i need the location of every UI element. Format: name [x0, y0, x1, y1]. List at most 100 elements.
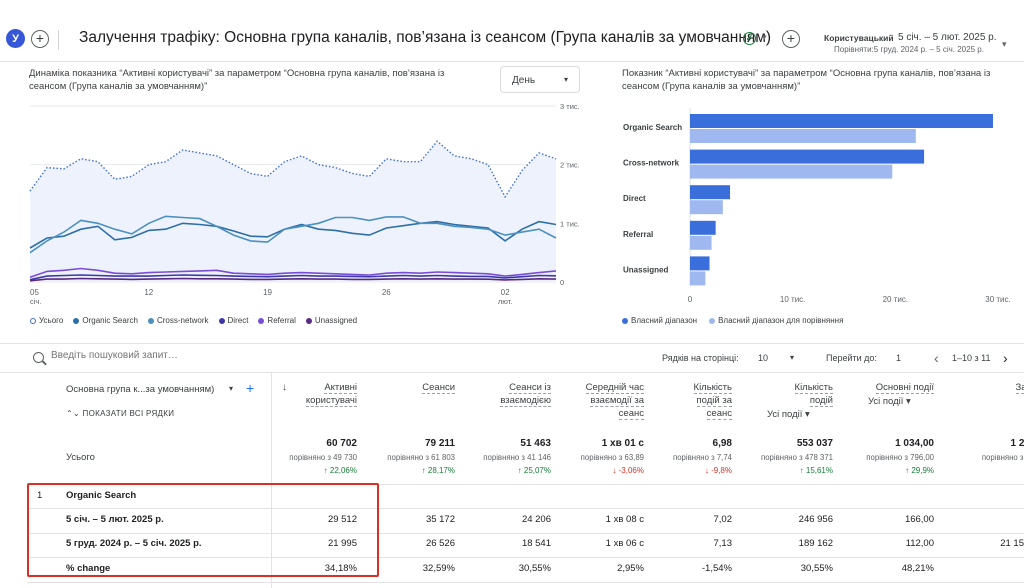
- bar-unassigned-current[interactable]: [690, 256, 710, 271]
- column-header[interactable]: Сеанси: [365, 381, 455, 394]
- total-compare: порівняно з 7,74: [672, 453, 732, 462]
- add-report-button[interactable]: +: [782, 30, 800, 48]
- bar-cross-network-current[interactable]: [690, 149, 925, 164]
- add-dimension-button[interactable]: +: [246, 380, 255, 396]
- event-filter-select[interactable]: Усі події ▾: [767, 409, 810, 420]
- y-tick-label: 2 тис.: [560, 161, 580, 170]
- column-header-label: подій: [809, 395, 833, 407]
- table-cell: 18 541: [521, 538, 551, 549]
- prev-page-button[interactable]: ‹: [934, 350, 939, 366]
- legend-item-referral[interactable]: Referral: [258, 316, 296, 325]
- column-header[interactable]: Кількість подій: [743, 381, 833, 407]
- legend-label: Усього: [39, 316, 64, 325]
- date-range-picker[interactable]: Користувацький 5 січ. – 5 лют. 2025 р. П…: [820, 29, 1020, 59]
- legend-dot-icon: [622, 317, 628, 324]
- column-header-label: взаємодією: [500, 395, 551, 407]
- page-range: 1–10 з 11: [952, 353, 991, 363]
- bar-referral-compare[interactable]: [690, 235, 712, 250]
- legend-label: Organic Search: [82, 316, 138, 325]
- column-header-label: Середній час: [585, 382, 644, 394]
- x-tick-label: 02: [501, 288, 510, 297]
- next-page-button[interactable]: ›: [1003, 350, 1008, 366]
- column-header-label: Кількість: [794, 382, 833, 394]
- avatar[interactable]: У: [6, 29, 25, 48]
- total-compare: порівняно з 2: [981, 453, 1024, 462]
- total-compare: порівняно з 61 803: [387, 453, 455, 462]
- total-value: 553 037: [796, 438, 833, 449]
- column-header[interactable]: Середній час взаємодії за сеанс: [554, 381, 644, 420]
- column-divider: [271, 373, 272, 588]
- column-header-label: сеанс: [618, 408, 644, 420]
- legend-label: Referral: [267, 316, 296, 325]
- interval-value: День: [512, 75, 536, 86]
- x-tick-sublabel: січ.: [30, 297, 41, 306]
- series-line-unassigned[interactable]: [29, 277, 557, 282]
- column-header[interactable]: Заг: [940, 381, 1024, 394]
- chevron-down-icon[interactable]: ▾: [762, 32, 767, 42]
- legend-item-cross-network[interactable]: Cross-network: [147, 316, 209, 325]
- legend-dot-icon: [258, 317, 265, 324]
- add-comparison-button[interactable]: +: [31, 30, 49, 48]
- column-header[interactable]: Кількість подій за сеанс: [642, 381, 732, 420]
- chevron-down-icon[interactable]: ▾: [1002, 39, 1007, 49]
- series-line-cross-network[interactable]: [29, 215, 557, 254]
- bar-direct-compare[interactable]: [690, 200, 723, 215]
- table-cell: 7,13: [713, 538, 733, 549]
- group-label[interactable]: Organic Search: [66, 490, 137, 501]
- check-circle-icon[interactable]: ✓: [743, 32, 756, 45]
- column-header[interactable]: Основні події: [844, 381, 934, 394]
- sort-desc-icon[interactable]: ↓: [282, 382, 287, 393]
- goto-input[interactable]: 1: [896, 353, 902, 363]
- total-compare: порівняно з 478 371: [760, 453, 833, 462]
- column-header-label: Заг: [1015, 382, 1024, 394]
- table-cell: 21 995: [327, 538, 357, 549]
- event-filter-select[interactable]: Усі події ▾: [868, 396, 911, 407]
- chevron-down-icon[interactable]: ▾: [229, 384, 234, 393]
- chevron-down-icon[interactable]: ▾: [790, 353, 795, 362]
- table-cell: 48,21%: [901, 563, 934, 574]
- series-line-organic-search[interactable]: [29, 220, 557, 249]
- column-header[interactable]: Активні користувачі: [267, 381, 357, 407]
- bar-cross-network-compare[interactable]: [690, 164, 893, 179]
- legend-item-усього[interactable]: Усього: [30, 316, 63, 325]
- interval-select[interactable]: День ▾: [500, 66, 580, 93]
- total-value: 51 463: [520, 438, 551, 449]
- line-chart-legend: Усього Organic Search Cross-network Direct R…: [30, 316, 357, 325]
- total-value: 79 211: [424, 438, 455, 449]
- category-label: Organic Search: [623, 123, 682, 132]
- dimension-header[interactable]: Основна група к...за умовчанням): [66, 384, 215, 395]
- table-cell: 21 15: [1000, 538, 1024, 549]
- series-line-referral[interactable]: [29, 267, 557, 279]
- total-value: 1 20: [1010, 438, 1024, 449]
- show-all-rows-button[interactable]: ⌃⌄ ПОКАЗАТИ ВСІ РЯДКИ: [66, 409, 175, 418]
- line-chart-title: Динаміка показника “Активні користувачі”…: [29, 68, 445, 92]
- legend-item-organic-search[interactable]: Organic Search: [73, 316, 138, 325]
- total-compare: порівняно з 41 146: [483, 453, 551, 462]
- bar-direct-current[interactable]: [690, 185, 731, 200]
- bar-chart[interactable]: 0 10 тис. 20 тис. 30 тис. Organic Search Cros…: [610, 100, 1020, 310]
- table-cell: 2,95%: [617, 563, 644, 574]
- legend-dot-icon: [305, 317, 312, 324]
- legend-item-current[interactable]: Власний діапазон: [622, 316, 697, 325]
- column-header[interactable]: Сеанси із взаємодією: [461, 381, 551, 407]
- legend-label: Cross-network: [156, 316, 209, 325]
- category-label: Direct: [623, 194, 646, 203]
- x-tick-label: 26: [382, 288, 391, 297]
- bar-organic-search-current[interactable]: [690, 114, 993, 128]
- rows-per-page-value[interactable]: 10: [758, 353, 769, 363]
- total-change: ↓ -9,8%: [704, 466, 732, 475]
- column-header-label: Сеанси: [422, 382, 455, 394]
- legend-item-unassigned[interactable]: Unassigned: [305, 316, 357, 325]
- bar-chart-legend: Власний діапазон Власний діапазон для пор…: [622, 316, 843, 325]
- column-header-label: Активні: [324, 382, 357, 394]
- legend-item-compare[interactable]: Власний діапазон для порівняння: [709, 316, 843, 325]
- total-compare: порівняно з 796,00: [866, 453, 934, 462]
- x-tick-label: 0: [688, 295, 693, 304]
- search-input[interactable]: [51, 350, 351, 361]
- series-line-direct[interactable]: [29, 274, 557, 281]
- bar-referral-current[interactable]: [690, 220, 716, 235]
- bar-unassigned-compare[interactable]: [690, 271, 706, 286]
- bar-organic-search-compare[interactable]: [690, 129, 916, 143]
- legend-item-direct[interactable]: Direct: [218, 316, 248, 325]
